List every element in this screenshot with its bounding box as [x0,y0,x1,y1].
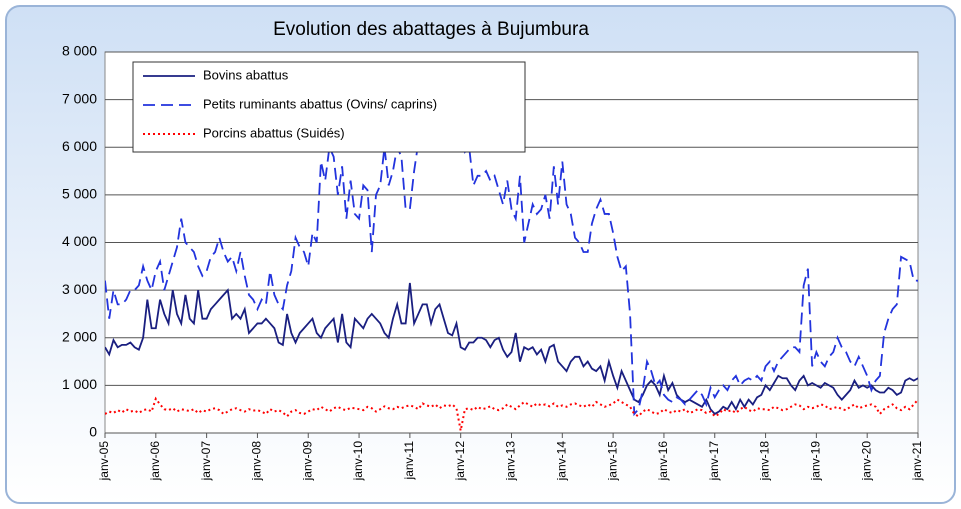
y-tick-label: 8 000 [62,43,97,59]
x-tick-label: janv-12 [453,441,467,482]
y-tick-label: 1 000 [62,376,97,392]
x-tick-label: janv-13 [504,441,518,482]
x-tick-label: janv-06 [148,441,162,482]
axes: 0 1 000 2 000 3 000 4 000 5 000 6 000 7 000 8 00… [62,43,924,482]
x-tick-label: janv-15 [605,441,619,482]
x-tick-label: janv-18 [758,441,772,482]
y-tick-label: 0 [89,424,97,440]
legend: Bovins abattus Petits ruminants abattus (… [132,61,526,153]
x-tick-label: janv-10 [351,441,365,482]
x-tick-label: janv-11 [402,441,416,481]
series-line [105,396,918,431]
series-line [105,282,918,416]
legend-label: Bovins abattus [203,67,289,82]
series-line [105,122,918,417]
chart-title: Evolution des abattages à Bujumbura [273,19,589,40]
x-tick-label: janv-09 [300,441,314,482]
series-lines [105,122,918,431]
x-tick-label: janv-16 [656,441,670,482]
x-tick-label: janv-17 [707,441,721,482]
y-tick-label: 2 000 [62,328,97,344]
x-tick-label: janv-20 [859,441,873,482]
y-tick-label: 7 000 [62,90,97,106]
y-tick-label: 5 000 [62,186,97,202]
y-tick-label: 3 000 [62,281,97,297]
y-tick-label: 4 000 [62,233,97,249]
legend-label: Petits ruminants abattus (Ovins/ caprins… [203,96,437,111]
x-tick-label: janv-19 [809,441,823,482]
y-tick-label: 6 000 [62,138,97,154]
legend-label: Porcins abattus (Suidés) [203,125,345,140]
legend-box [132,61,526,153]
x-tick-label: janv-05 [97,441,111,482]
x-tick-label: janv-07 [199,441,213,482]
x-tick-label: janv-14 [554,441,568,482]
x-tick-label: janv-08 [250,441,264,482]
x-tick-label: janv-21 [910,441,924,482]
